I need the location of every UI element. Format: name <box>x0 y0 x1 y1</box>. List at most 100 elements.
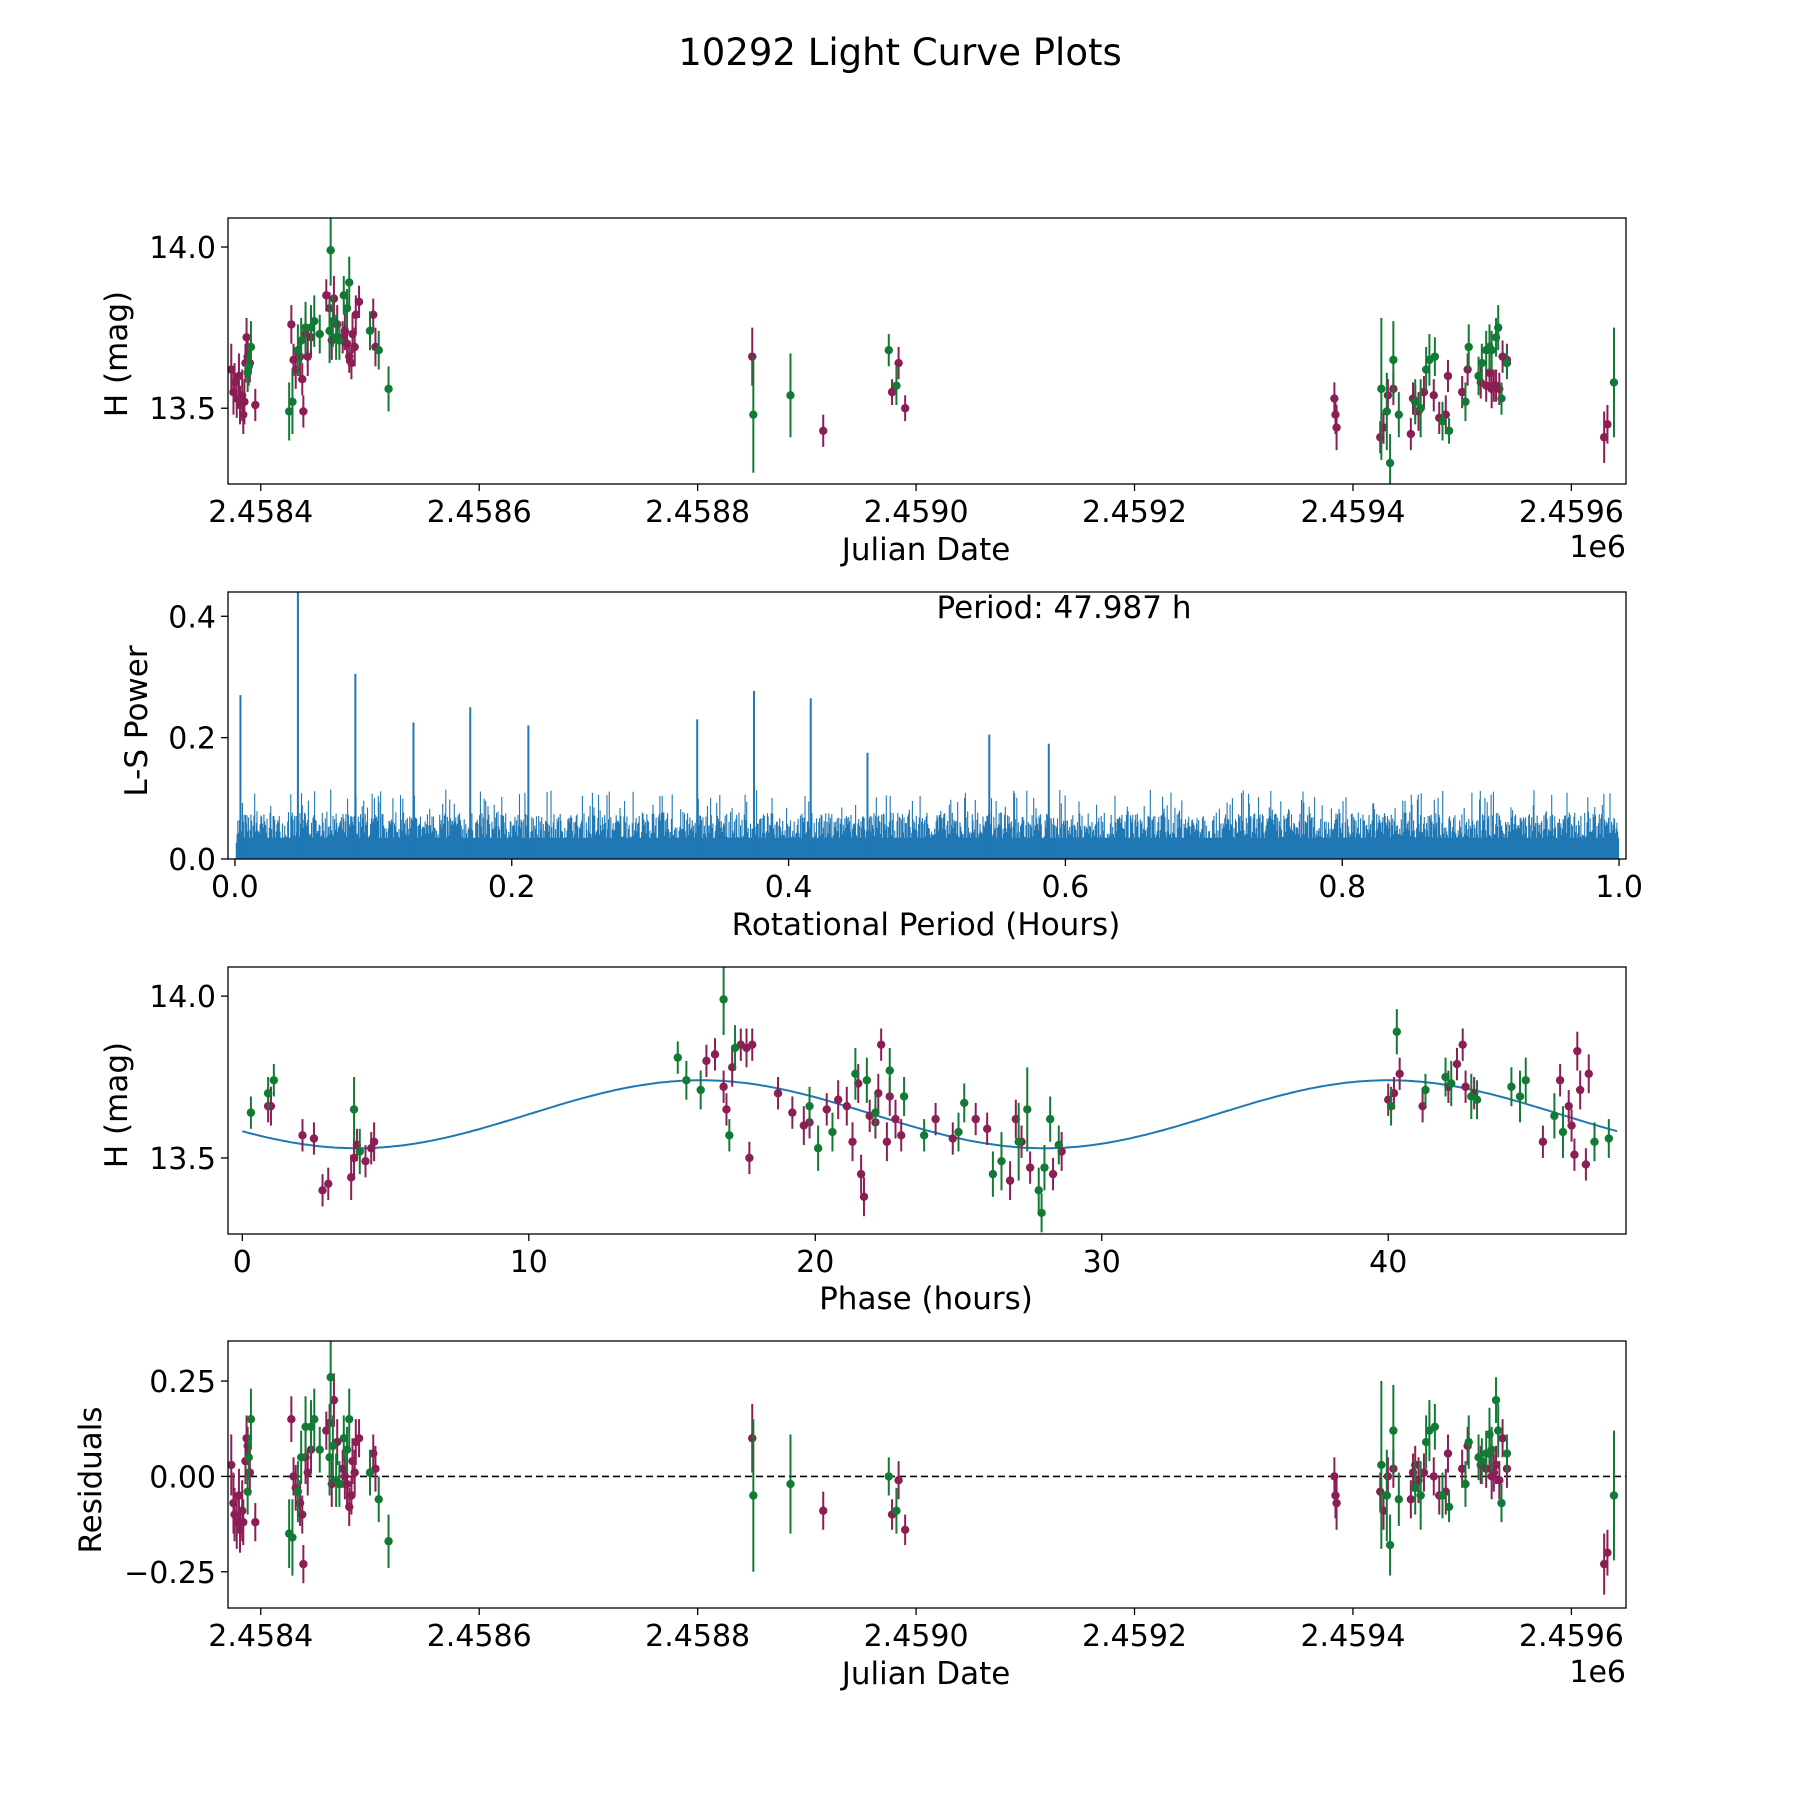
residuals-plot-area: 2.4584 2.4586 2.4588 2.4590 2.4592 2.4594 2.45… <box>124 1340 1627 1654</box>
data-point <box>786 1479 795 1489</box>
data-point <box>1497 1498 1506 1508</box>
data-point <box>251 400 260 410</box>
data-point <box>848 1137 857 1146</box>
data-point <box>251 1517 260 1527</box>
data-point <box>1461 1082 1470 1091</box>
data-point <box>315 329 324 339</box>
data-point <box>328 1441 338 1451</box>
data-point <box>1590 1137 1599 1146</box>
data-point <box>931 1114 940 1124</box>
data-point <box>354 297 364 307</box>
data-point <box>315 1445 324 1454</box>
data-point <box>296 336 306 345</box>
data-point <box>819 1506 828 1515</box>
residuals-offset-label: 1e6 <box>1569 1655 1626 1690</box>
data-point <box>322 1426 331 1435</box>
data-point <box>1054 1140 1063 1150</box>
data-point <box>345 278 354 287</box>
data-point <box>745 1153 754 1163</box>
data-point <box>243 1487 252 1496</box>
data-point <box>287 1414 296 1424</box>
data-point <box>365 326 375 336</box>
data-point <box>1385 458 1395 468</box>
data-point <box>325 326 334 336</box>
x-tick-label: 0.2 <box>488 870 536 905</box>
data-point <box>882 1137 892 1146</box>
y-tick-label: 13.5 <box>149 392 216 427</box>
x-tick-label: 2.4588 <box>645 495 750 530</box>
data-point <box>1581 1160 1591 1169</box>
x-tick-label: 2.4596 <box>1519 1619 1624 1654</box>
phased-panel: 0 10 20 30 40 13.5 14.0 Phase (hours) H (mag) <box>99 966 1627 1317</box>
data-point <box>345 1414 354 1424</box>
data-point <box>1377 384 1386 394</box>
data-point <box>1507 1082 1516 1091</box>
data-point <box>894 1476 903 1485</box>
data-point <box>374 1495 383 1504</box>
data-point <box>288 397 297 406</box>
data-point <box>350 342 359 352</box>
x-tick-label: 2.4588 <box>645 1619 750 1654</box>
data-point <box>1421 1437 1431 1447</box>
data-point <box>1477 358 1487 368</box>
data-layer <box>228 1341 1626 1595</box>
data-point <box>1330 394 1339 403</box>
data-point <box>1452 1059 1462 1069</box>
light-curve-ylabel: H (mag) <box>99 291 135 417</box>
data-point <box>384 1537 393 1546</box>
light-curve-plot-area: 2.4584 2.4586 2.4588 2.4590 2.4592 2.4594 2.45… <box>149 217 1627 530</box>
data-point <box>1461 1479 1470 1489</box>
data-point <box>347 1491 356 1500</box>
data-point <box>900 404 910 413</box>
data-point <box>1419 1468 1429 1477</box>
data-point <box>876 1040 886 1049</box>
periodogram-xlabel: Rotational Period (Hours) <box>732 907 1121 943</box>
data-point <box>1444 426 1454 435</box>
data-point <box>988 1169 998 1179</box>
x-tick-label: 0.4 <box>765 870 813 905</box>
data-point <box>1444 1502 1454 1512</box>
axes-frame <box>227 966 1627 1235</box>
data-point <box>347 358 356 368</box>
data-point <box>725 1131 734 1140</box>
data-point <box>309 1134 319 1143</box>
data-layer <box>228 218 1619 484</box>
data-point <box>730 1043 740 1053</box>
data-point <box>1438 1491 1447 1500</box>
data-point <box>1558 1127 1568 1137</box>
data-point <box>1498 1434 1507 1443</box>
x-tick-label: 2.4584 <box>208 495 313 530</box>
data-point <box>892 381 901 390</box>
data-point <box>1023 1105 1032 1114</box>
periodogram-floor <box>243 837 1620 859</box>
data-point <box>244 1453 253 1462</box>
data-point <box>1491 1395 1501 1405</box>
data-point <box>234 1491 244 1500</box>
data-point <box>1497 394 1506 403</box>
data-point <box>1575 1085 1585 1095</box>
data-point <box>350 1468 359 1477</box>
data-point <box>1474 371 1483 381</box>
data-point <box>1538 1137 1548 1146</box>
data-point <box>891 1114 900 1124</box>
data-point <box>1332 423 1341 432</box>
data-point <box>351 310 360 319</box>
data-point <box>1441 1072 1450 1082</box>
data-point <box>894 358 903 368</box>
x-tick-label: 2.4586 <box>427 1619 532 1654</box>
data-point <box>1457 1464 1467 1473</box>
x-tick-label: 2.4590 <box>864 1619 969 1654</box>
data-point <box>234 371 244 381</box>
data-point <box>246 342 256 352</box>
data-point <box>329 294 339 303</box>
data-point <box>786 391 795 400</box>
x-tick-label: 40 <box>1369 1245 1407 1280</box>
data-point <box>1430 352 1440 361</box>
axes-frame <box>227 1340 1627 1609</box>
data-point <box>1441 410 1450 419</box>
data-point <box>1502 358 1512 368</box>
data-point <box>1502 1449 1512 1458</box>
data-point <box>318 1186 327 1195</box>
data-point <box>1389 1426 1398 1435</box>
